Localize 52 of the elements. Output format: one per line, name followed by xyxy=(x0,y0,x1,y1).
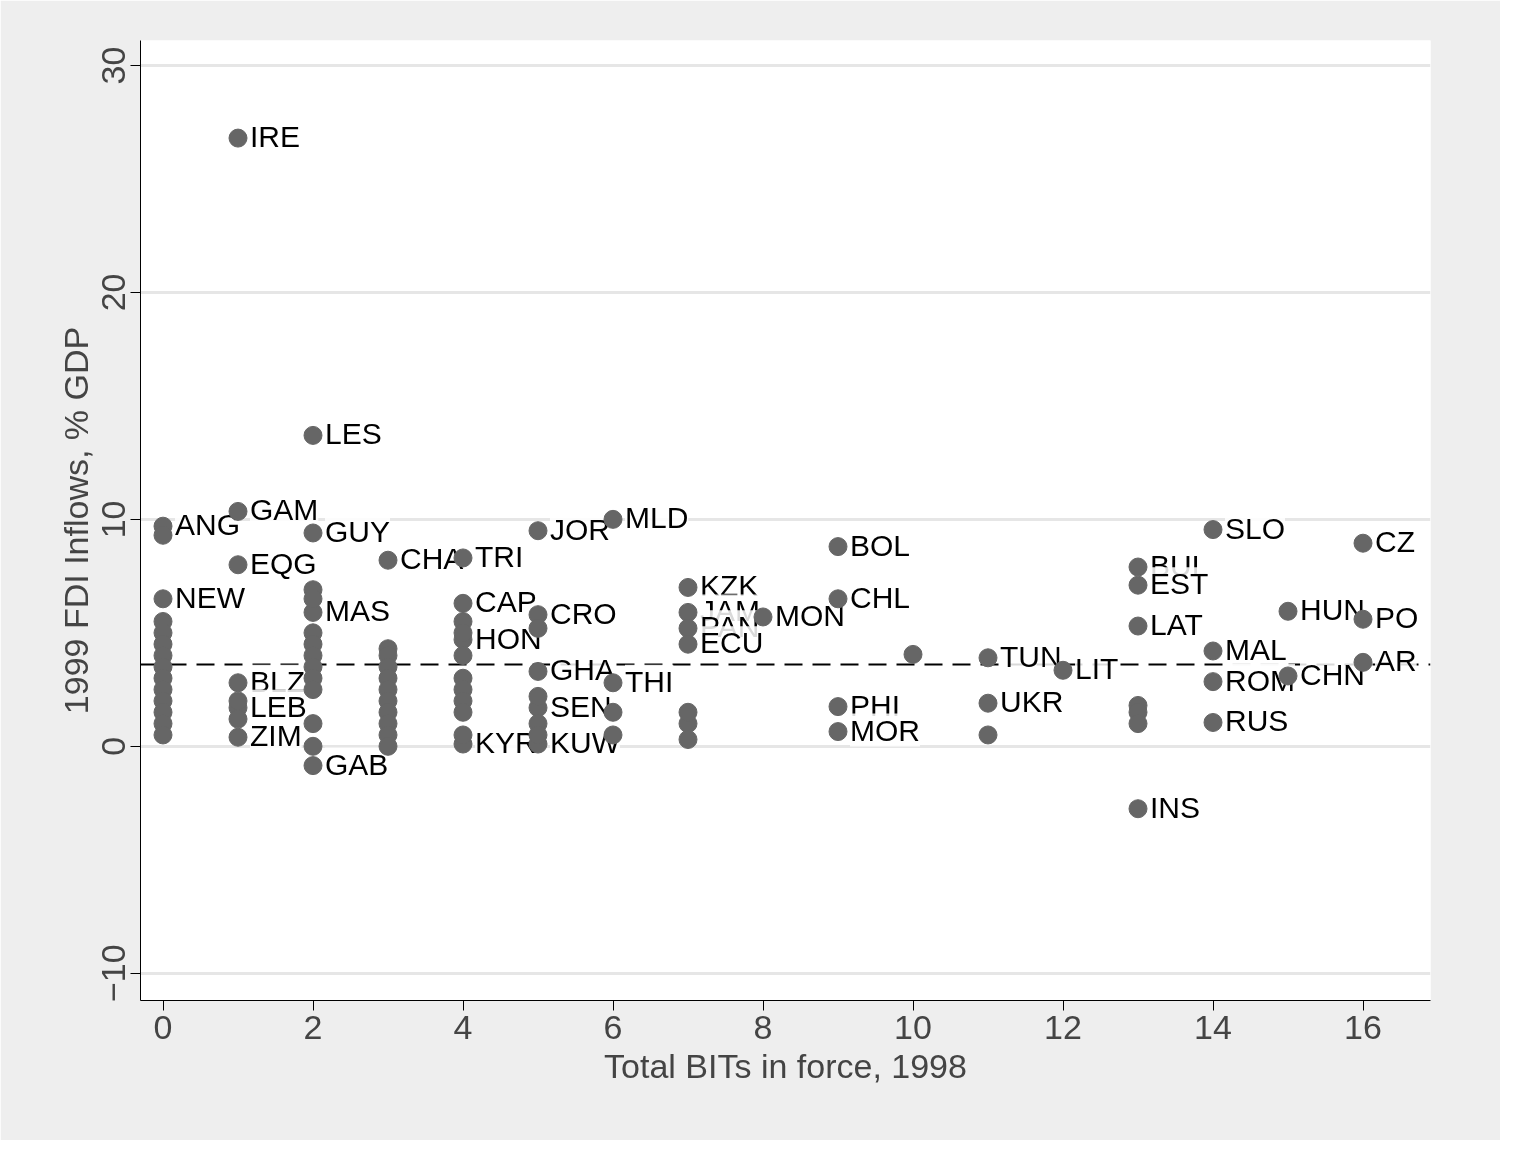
data-label: TRI xyxy=(475,539,524,573)
data-label: LIT xyxy=(1075,652,1119,686)
data-label: SLO xyxy=(1225,511,1286,545)
data-label: BLZ xyxy=(250,664,306,698)
data-label: JOR xyxy=(550,512,610,546)
data-label: LEB xyxy=(250,689,307,723)
y-tick-label: 10 xyxy=(94,500,133,539)
data-label: ANG xyxy=(175,508,241,542)
y-tick-label: 30 xyxy=(94,46,133,85)
data-label: MAS xyxy=(325,594,391,628)
x-tick-label: 2 xyxy=(303,1007,323,1046)
data-label: ZIM xyxy=(250,719,302,753)
data-label: HON xyxy=(475,621,542,655)
data-label: THI xyxy=(625,664,674,698)
data-label: CRO xyxy=(550,596,617,630)
data-label: CHN xyxy=(1300,657,1365,691)
y-tick-label: 0 xyxy=(94,736,133,756)
data-label: GUY xyxy=(325,514,391,548)
data-label: MOR xyxy=(850,713,920,747)
x-tick-label: 6 xyxy=(603,1007,623,1046)
y-tick-label: 20 xyxy=(94,273,133,312)
data-label: LAT xyxy=(1150,608,1203,642)
data-label: BOL xyxy=(850,528,911,562)
data-label: MAL xyxy=(1225,633,1287,666)
data-label: INS xyxy=(1150,790,1201,824)
data-label: MLD xyxy=(625,501,689,535)
data-label: GAB xyxy=(325,747,389,781)
x-tick-label: 12 xyxy=(1044,1007,1082,1046)
data-label: UKR xyxy=(1000,685,1064,719)
data-label: CHL xyxy=(850,580,911,614)
x-tick-label: 0 xyxy=(153,1007,173,1046)
x-tick-label: 8 xyxy=(753,1007,773,1046)
data-label: NEW xyxy=(175,580,246,614)
data-label: LES xyxy=(325,417,382,451)
data-label: TUN xyxy=(1000,639,1062,673)
data-label: AR xyxy=(1375,644,1417,678)
data-label: CZ xyxy=(1375,525,1415,559)
data-label: IRE xyxy=(250,120,301,154)
data-label: MON xyxy=(775,598,845,632)
y-axis-title: 1999 FDI Inflows, % GDP xyxy=(56,326,95,715)
y-tick-label: −10 xyxy=(94,944,133,1003)
data-label: EQG xyxy=(250,546,317,580)
data-label: GHA xyxy=(550,653,616,687)
x-tick-label: 16 xyxy=(1344,1007,1382,1046)
x-axis-title: Total BITs in force, 1998 xyxy=(604,1046,967,1085)
data-label: RUS xyxy=(1225,704,1289,738)
x-tick-label: 4 xyxy=(453,1007,473,1046)
x-tick-label: 10 xyxy=(894,1007,932,1046)
data-label: PO xyxy=(1375,601,1419,635)
data-label: GAM xyxy=(250,493,319,527)
data-label: CAP xyxy=(475,585,537,619)
x-tick-label: 14 xyxy=(1194,1007,1232,1046)
